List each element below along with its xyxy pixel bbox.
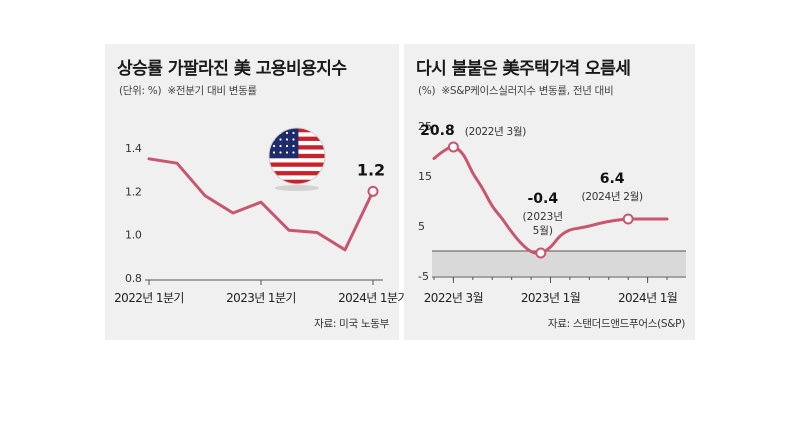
flag-star (292, 138, 295, 141)
peak-value-label: 20.8 (420, 123, 455, 139)
chart-title: 다시 불붙은 美주택가격 오름세 (416, 59, 631, 79)
flag-stripe (269, 158, 325, 163)
y-tick-label: 5 (418, 220, 425, 233)
chart-source: 자료: 스탠더드앤드푸어스(S&P) (547, 318, 685, 330)
employment-cost-line-chart: 1.4 1.2 1.0 0.8 2022년 1분기 2023년 1분기 2024년 1분기 1… (114, 127, 408, 305)
flag-shadow (274, 185, 320, 191)
latest-value-label: 6.4 (600, 171, 625, 187)
x-tick-label: 2022년 3월 (424, 291, 483, 305)
flag-star (279, 151, 282, 154)
flag-stripe (269, 175, 325, 181)
flag-star (285, 131, 289, 135)
x-tick-label: 2023년 1분기 (226, 291, 296, 305)
data-point-marker (535, 247, 547, 259)
chart-source: 자료: 미국 노동부 (314, 318, 389, 330)
chart-subtitle: (단위: %) ※전분기 대비 변동률 (119, 83, 257, 98)
flag-star (279, 144, 282, 148)
flag-star (272, 131, 276, 135)
x-tick-label: 2023년 1월 (521, 291, 580, 305)
note-label: ※전분기 대비 변동률 (167, 85, 257, 97)
below-zero-band (432, 251, 686, 276)
y-tick-label: 1.2 (125, 185, 142, 198)
data-point-marker (447, 141, 459, 153)
flag-star (292, 131, 295, 135)
chart-title: 상승률 가팔라진 美 고용비용지수 (117, 59, 347, 79)
peak-date-label: (2022년 3월) (465, 126, 526, 138)
flag-stripes (269, 128, 325, 184)
flag-star (292, 151, 295, 154)
flag-star (285, 144, 289, 148)
flag-stripe (269, 171, 325, 176)
unit-label: (%) (418, 85, 436, 97)
chart-subtitle: (%) ※S&P케이스실러지수 변동률, 전년 대비 (418, 83, 614, 98)
y-tick-label: 1.4 (125, 142, 142, 155)
value-callout: 1.2 (357, 160, 385, 179)
trough-date-label-2: 5월) (533, 225, 553, 237)
us-flag-icon (268, 127, 326, 191)
y-tick-label: 15 (418, 170, 432, 183)
x-tick-label: 2024년 1분기 (338, 291, 408, 305)
y-tick-label: 25 (418, 120, 432, 133)
y-tick-label: 1.0 (125, 229, 142, 242)
data-point-marker (622, 213, 634, 225)
data-point-marker (367, 185, 379, 197)
flag-stripe (269, 179, 325, 184)
unit-label: (단위: %) (119, 85, 162, 97)
employment-cost-chart-panel: 상승률 가팔라진 美 고용비용지수 (단위: %) ※전분기 대비 변동률 1.… (105, 44, 408, 340)
flag-star (272, 144, 276, 148)
y-tick-label: -5 (418, 270, 429, 283)
note-label: ※S&P케이스실러지수 변동률, 전년 대비 (441, 85, 614, 97)
flag-star (272, 151, 276, 154)
trough-date-label: (2023년 (523, 211, 563, 223)
flag-star (292, 144, 295, 148)
latest-date-label: (2024년 2월) (582, 191, 643, 203)
housing-price-chart-panel: 다시 불붙은 美주택가격 오름세 (%) ※S&P케이스실러지수 변동률, 전년… (404, 44, 695, 340)
x-tick-label: 2022년 1분기 (114, 291, 184, 305)
x-tick-label: 2024년 1월 (618, 291, 677, 305)
flag-star (285, 151, 289, 154)
flag-stripe (269, 162, 325, 168)
trough-value-label: -0.4 (527, 191, 558, 207)
flag-stripe (269, 166, 325, 172)
flag-star (279, 138, 282, 141)
y-tick-label: 0.8 (125, 272, 142, 285)
flag-star (285, 138, 289, 141)
housing-price-line-chart: 25 15 5 -5 2022년 3월 2023년 1월 2024년 1월 20.8 (2022… (418, 120, 686, 305)
flag-rim (268, 127, 326, 185)
series-line (147, 157, 375, 252)
